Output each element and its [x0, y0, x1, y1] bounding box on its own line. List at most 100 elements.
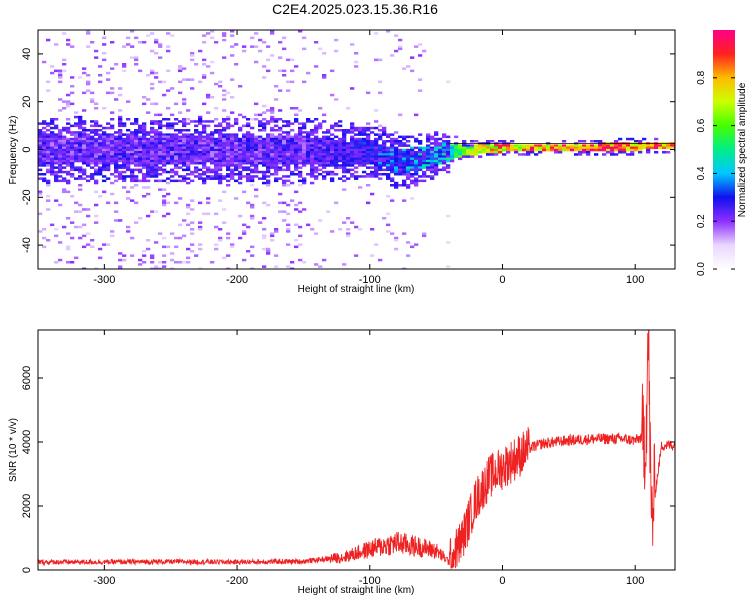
- heatmap-cell: [230, 168, 235, 172]
- heatmap-cell: [374, 162, 379, 165]
- heatmap-cell: [282, 210, 287, 213]
- heatmap-cell: [134, 137, 139, 141]
- heatmap-cell: [366, 157, 371, 161]
- heatmap-y-tick-label: -20: [21, 189, 33, 205]
- heatmap-cell: [458, 151, 463, 154]
- heatmap-cell: [410, 69, 415, 73]
- heatmap-cell: [170, 159, 175, 163]
- heatmap-cell: [278, 135, 283, 139]
- heatmap-cell: [266, 144, 271, 147]
- heatmap-cell: [198, 120, 203, 123]
- heatmap-cell: [202, 151, 207, 154]
- heatmap-cell: [162, 137, 167, 141]
- heatmap-cell: [134, 155, 139, 158]
- heatmap-cell: [94, 137, 99, 141]
- heatmap-cell: [150, 151, 155, 154]
- heatmap-cell: [262, 142, 267, 145]
- heatmap-cell: [342, 166, 347, 169]
- heatmap-cell: [138, 140, 143, 143]
- heatmap-cell: [422, 173, 427, 176]
- heatmap-cell: [434, 137, 439, 141]
- heatmap-cell: [94, 164, 99, 167]
- heatmap-cell: [66, 181, 71, 185]
- heatmap-cell: [586, 148, 591, 152]
- heatmap-cell: [238, 159, 243, 163]
- heatmap-cell: [170, 157, 175, 161]
- heatmap-cell: [250, 164, 255, 167]
- heatmap-cell: [114, 179, 119, 183]
- heatmap-cell: [174, 102, 179, 106]
- heatmap-cell: [162, 162, 167, 165]
- snr-y-tick-label: 6000: [21, 366, 33, 390]
- heatmap-cell: [262, 157, 267, 161]
- heatmap-cell: [126, 43, 131, 46]
- heatmap-cell: [122, 162, 127, 165]
- heatmap-cell: [262, 236, 267, 240]
- heatmap-cell: [398, 170, 403, 174]
- heatmap-cell: [278, 148, 283, 152]
- heatmap-cell: [274, 144, 279, 147]
- heatmap-cell: [286, 159, 291, 163]
- heatmap-cell: [278, 133, 283, 136]
- heatmap-cell: [638, 144, 643, 147]
- heatmap-cell: [230, 124, 235, 128]
- heatmap-cell: [58, 76, 63, 79]
- heatmap-cell: [106, 137, 111, 141]
- heatmap-cell: [266, 140, 271, 143]
- heatmap-cell: [230, 34, 235, 37]
- heatmap-cell: [322, 148, 327, 152]
- heatmap-cell: [150, 71, 155, 75]
- heatmap-cell: [266, 250, 271, 253]
- heatmap-cell: [266, 164, 271, 167]
- heatmap-cell: [158, 140, 163, 143]
- heatmap-cell: [578, 151, 583, 154]
- heatmap-cell: [170, 133, 175, 136]
- heatmap-cell: [614, 148, 619, 152]
- heatmap-cell: [402, 170, 407, 174]
- heatmap-cell: [190, 179, 195, 183]
- heatmap-cell: [606, 151, 611, 154]
- heatmap-cell: [254, 146, 259, 150]
- heatmap-cell: [382, 155, 387, 158]
- heatmap-cell: [270, 164, 275, 167]
- heatmap-cell: [422, 159, 427, 163]
- heatmap-cell: [562, 146, 567, 150]
- heatmap-cell: [170, 170, 175, 174]
- heatmap-cell: [98, 256, 103, 260]
- heatmap-cell: [42, 135, 47, 139]
- heatmap-cell: [334, 129, 339, 132]
- heatmap-cell: [254, 148, 259, 152]
- heatmap-cell: [166, 144, 171, 147]
- heatmap-cell: [222, 190, 227, 194]
- heatmap-cell: [430, 170, 435, 174]
- heatmap-cell: [174, 261, 179, 264]
- heatmap-cell: [346, 177, 351, 180]
- heatmap-cell: [330, 69, 335, 73]
- heatmap-cell: [490, 146, 495, 150]
- heatmap-cell: [82, 120, 87, 123]
- heatmap-cell: [118, 140, 123, 143]
- heatmap-cell: [66, 245, 71, 249]
- heatmap-cell: [406, 170, 411, 174]
- heatmap-cell: [70, 195, 75, 198]
- heatmap-cell: [510, 144, 515, 147]
- heatmap-cell: [386, 153, 391, 156]
- heatmap-cell: [110, 91, 115, 95]
- heatmap-cell: [206, 146, 211, 150]
- heatmap-cell: [430, 153, 435, 156]
- heatmap-cell: [330, 126, 335, 130]
- heatmap-cell: [322, 157, 327, 161]
- heatmap-cell: [358, 153, 363, 156]
- heatmap-cell: [494, 153, 499, 156]
- heatmap-cell: [326, 173, 331, 176]
- heatmap-cell: [246, 175, 251, 178]
- heatmap-cell: [86, 32, 91, 35]
- heatmap-cell: [218, 148, 223, 152]
- heatmap-cell: [42, 131, 47, 134]
- heatmap-cell: [270, 142, 275, 145]
- heatmap-cell: [138, 153, 143, 156]
- heatmap-cell: [158, 45, 163, 48]
- heatmap-cell: [590, 140, 595, 143]
- heatmap-cell: [426, 166, 431, 169]
- heatmap-cell: [662, 146, 667, 150]
